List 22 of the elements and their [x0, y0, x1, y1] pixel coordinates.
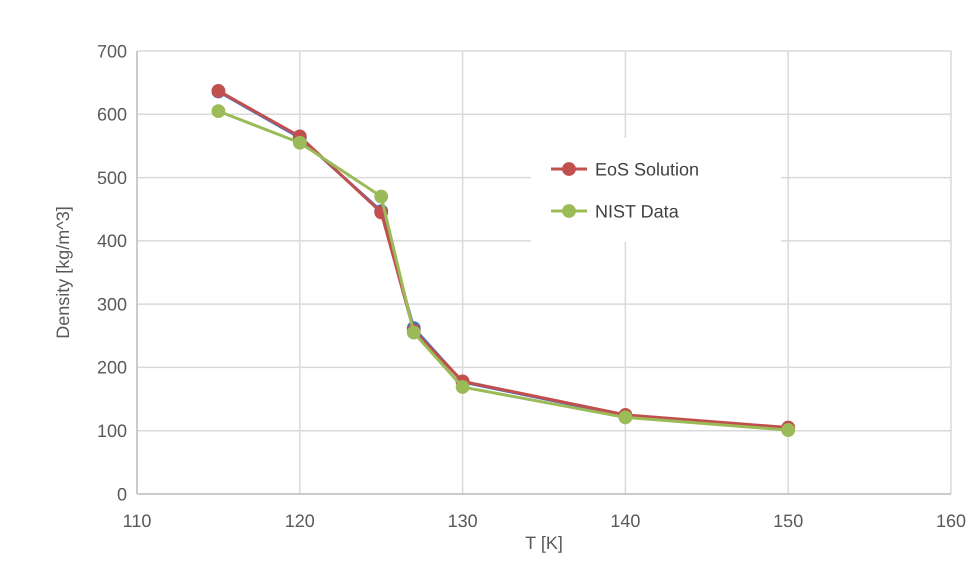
x-tick-label: 140 [610, 511, 640, 531]
x-axis-title: T [K] [525, 533, 563, 553]
y-tick-label: 0 [116, 484, 127, 504]
y-tick-label: 300 [96, 294, 127, 314]
x-tick-label: 110 [122, 511, 152, 531]
point [292, 136, 307, 150]
y-tick-label: 500 [96, 168, 127, 188]
legend-label: EoS Solution [595, 159, 700, 180]
x-tick-label: 120 [284, 511, 315, 531]
y-tick-label: 200 [96, 358, 127, 378]
y-tick-label: 100 [96, 421, 127, 442]
point [456, 380, 470, 394]
point [374, 190, 388, 204]
x-tick-label: 150 [773, 511, 804, 531]
y-tick-label: 700 [96, 41, 127, 62]
y-tick-label: 400 [96, 231, 127, 252]
x-tick-label: 160 [936, 511, 966, 531]
point [211, 104, 226, 118]
y-axis-title: Density [kg/m^3] [53, 206, 73, 339]
legend-label: NIST Data [595, 201, 680, 222]
y-tick-label: 600 [96, 104, 127, 125]
x-tick-label: 130 [448, 511, 478, 531]
